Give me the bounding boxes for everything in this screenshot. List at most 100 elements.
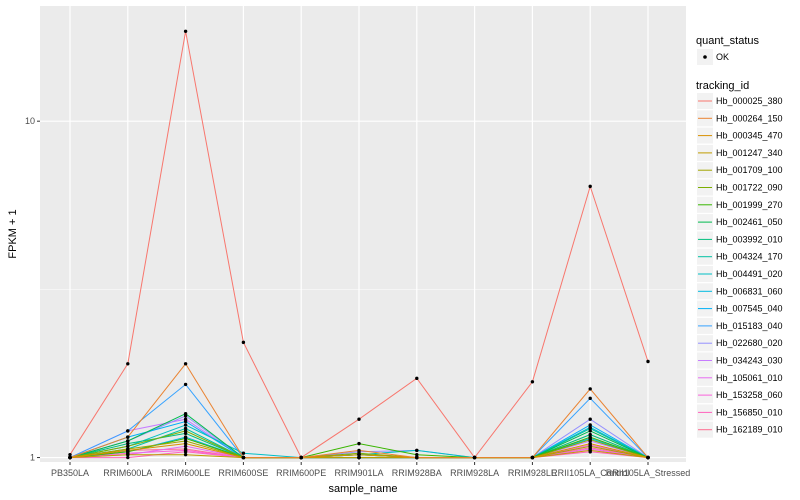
- data-point: [357, 441, 361, 446]
- x-tick-label: RRII105LA_Control: [551, 468, 629, 478]
- data-point: [183, 450, 188, 454]
- x-tick-label: RRIM600LA: [103, 468, 152, 478]
- x-tick-label: RRIM928LE: [508, 468, 557, 478]
- legend-tracking-title: tracking_id: [696, 80, 749, 92]
- legend-quant-label: OK: [716, 52, 729, 62]
- y-tick-label: 10: [25, 116, 35, 126]
- plot-panel: [40, 6, 686, 462]
- data-point: [183, 362, 188, 366]
- legend-tracking-items: Hb_000025_380 Hb_000264_150 Hb_000345_470 H…: [697, 93, 783, 438]
- data-point: [183, 429, 188, 433]
- x-axis: PB350LA RRIM600LA RRIM600LE RRIM600SE RRIM60…: [51, 462, 690, 478]
- data-point: [126, 362, 130, 366]
- data-point: [183, 417, 188, 421]
- data-point: [357, 452, 361, 457]
- data-point: [126, 441, 130, 446]
- data-point: [415, 455, 419, 460]
- x-axis-title: sample_name: [328, 483, 397, 495]
- data-point: [530, 455, 535, 460]
- legend-series-label: Hb_000264_150: [716, 113, 783, 123]
- data-point: [588, 432, 592, 437]
- legend-series-label: Hb_001709_100: [716, 165, 783, 175]
- data-point: [646, 359, 650, 364]
- data-point: [183, 447, 188, 451]
- x-tick-label: RRIM901LA: [334, 468, 383, 478]
- data-point: [588, 396, 592, 401]
- data-point: [68, 452, 72, 457]
- grid-major: [40, 6, 686, 462]
- legend-series-label: Hb_105061_010: [716, 373, 783, 383]
- data-point: [183, 423, 188, 427]
- legend-series-label: Hb_022680_020: [716, 338, 783, 348]
- legend-quant-title: quant_status: [696, 35, 759, 47]
- x-tick-label: RRII105LA_Stressed: [606, 468, 691, 478]
- data-point: [241, 451, 246, 455]
- data-point: [183, 435, 188, 439]
- y-tick-label: 1: [30, 453, 35, 463]
- x-tick-label: RRIM928BA: [392, 468, 442, 478]
- legend-series-label: Hb_004491_020: [716, 269, 783, 279]
- legend-series-label: Hb_004324_170: [716, 252, 783, 262]
- data-point: [126, 451, 130, 455]
- legend-series-label: Hb_162189_010: [716, 425, 783, 435]
- data-point: [357, 455, 361, 460]
- data-point: [126, 448, 130, 453]
- x-tick-label: RRIM600PE: [276, 468, 326, 478]
- data-point: [183, 431, 188, 436]
- data-point: [183, 439, 188, 443]
- data-point: [68, 455, 72, 460]
- x-tick-label: RRIM600SE: [218, 468, 268, 478]
- legend-series-label: Hb_001999_270: [716, 200, 783, 210]
- data-point: [530, 380, 535, 384]
- data-point: [415, 448, 419, 453]
- legend-series-label: Hb_007545_040: [716, 304, 783, 314]
- x-tick-label: RRIM600LE: [161, 468, 210, 478]
- data-point: [357, 450, 361, 454]
- data-point: [588, 450, 592, 454]
- data-point: [588, 425, 592, 430]
- legend-series-label: Hb_001722_090: [716, 183, 783, 193]
- y-axis: 1 10: [25, 116, 40, 463]
- data-point: [588, 387, 592, 391]
- data-point: [241, 340, 246, 345]
- data-point: [588, 184, 592, 189]
- data-point: [183, 441, 188, 446]
- data-point: [646, 455, 650, 460]
- legend-series-label: Hb_156850_010: [716, 407, 783, 417]
- legend-series-label: Hb_006831_060: [716, 286, 783, 296]
- data-point: [183, 426, 188, 431]
- legend-series-label: Hb_034243_030: [716, 356, 783, 366]
- data-point: [183, 444, 188, 449]
- data-point: [126, 429, 130, 433]
- data-point: [415, 452, 419, 457]
- data-point: [357, 417, 361, 421]
- x-tick-label: PB350LA: [51, 468, 89, 478]
- data-point: [588, 439, 592, 443]
- legend-quant-items: OK: [697, 49, 729, 65]
- data-point: [299, 455, 303, 460]
- data-point: [588, 429, 592, 433]
- legend-series-label: Hb_000025_380: [716, 96, 783, 106]
- data-point: [126, 439, 130, 443]
- data-point: [588, 443, 592, 447]
- x-tick-label: RRIM928LA: [450, 468, 499, 478]
- legend-series-label: Hb_001247_340: [716, 148, 783, 158]
- data-point: [183, 414, 188, 418]
- data-point: [472, 455, 477, 460]
- data-point: [183, 452, 188, 457]
- legend-series-label: Hb_000345_470: [716, 131, 783, 141]
- legend-series-label: Hb_003992_010: [716, 234, 783, 244]
- legend-series-label: Hb_015183_040: [716, 321, 783, 331]
- y-axis-title: FPKM + 1: [7, 209, 19, 258]
- data-point: [415, 376, 419, 381]
- data-point: [588, 445, 592, 450]
- legend-series-label: Hb_002461_050: [716, 217, 783, 227]
- data-point: [126, 444, 130, 449]
- data-point: [588, 417, 592, 421]
- legend-point-symbol: [703, 55, 707, 59]
- data-point: [241, 455, 246, 460]
- data-point: [588, 436, 592, 441]
- legend: quant_status OK tracking_id Hb_000025_38…: [696, 35, 783, 438]
- series-points: [68, 29, 650, 460]
- legend-series-label: Hb_153258_060: [716, 390, 783, 400]
